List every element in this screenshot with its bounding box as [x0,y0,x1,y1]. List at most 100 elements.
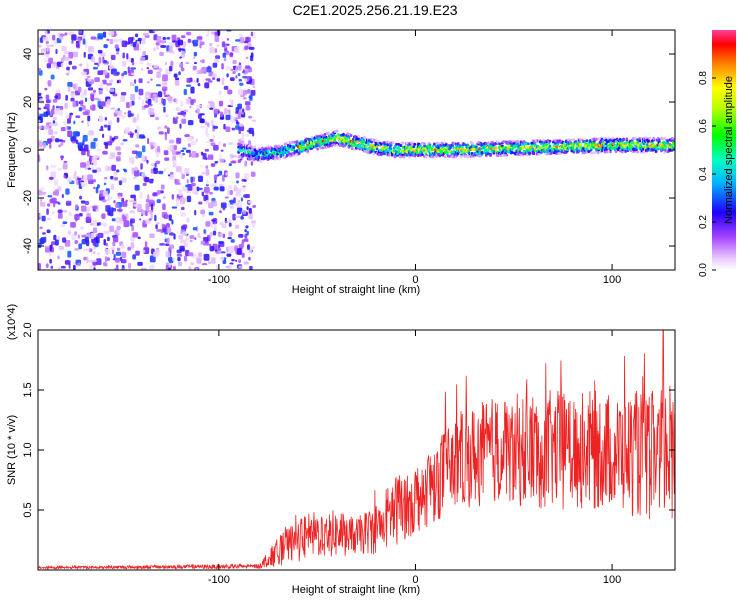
noise-cell [83,144,89,152]
noise-cell [54,189,60,196]
noise-cell [135,250,140,256]
noise-cell [121,214,125,219]
noise-cell [223,85,229,90]
signal-cell [597,137,601,141]
signal-cell [469,145,473,149]
signal-cell [519,140,523,144]
signal-cell [635,146,638,149]
noise-cell [98,56,102,64]
signal-cell [556,143,559,147]
signal-cell [608,143,611,147]
signal-cell [533,141,537,145]
noise-cell [91,162,94,165]
noise-cell [111,218,116,222]
noise-cell [229,199,234,205]
noise-cell [140,163,143,170]
noise-cell [123,220,130,228]
signal-cell [397,142,400,146]
noise-cell [112,236,119,243]
noise-cell [112,249,115,255]
noise-cell [179,62,184,68]
bottom-y-tick-label: 1.5 [22,382,34,397]
noise-cell [165,114,169,118]
noise-cell [246,77,250,81]
signal-cell [588,139,592,143]
y-multiplier-label: (x10^4) [6,304,18,340]
signal-cell [243,151,247,154]
noise-cell [115,146,121,151]
noise-cell [118,180,123,186]
noise-cell [141,172,146,177]
noise-cell [158,126,162,130]
noise-cell [237,64,242,71]
noise-cell [131,100,135,106]
noise-cell [209,245,215,252]
noise-cell [132,254,137,260]
noise-cell [52,98,58,103]
noise-cell [72,264,76,270]
noise-cell [195,192,199,195]
noise-cell [251,222,256,228]
signal-cell [351,137,355,141]
noise-cell [141,136,146,139]
noise-cell [219,158,225,163]
noise-cell [73,120,76,125]
noise-cell [223,57,227,62]
signal-cell [375,147,379,151]
noise-cell [178,189,183,197]
noise-cell [103,124,108,128]
noise-cell [150,78,153,81]
noise-cell [103,182,107,186]
noise-cell [78,212,83,217]
noise-cell [190,176,193,183]
signal-cell [406,141,409,145]
noise-cell [213,125,219,129]
noise-cell [205,199,209,205]
noise-cell [102,222,106,226]
noise-cell [195,267,198,270]
noise-cell [87,174,93,181]
noise-cell [180,35,186,39]
noise-cell [72,84,76,89]
signal-cell [478,149,482,153]
signal-cell [387,140,391,144]
noise-cell [226,253,232,257]
noise-cell [236,201,242,208]
noise-cell [104,248,111,255]
noise-cell [216,174,220,177]
top-x-tick-label: 100 [603,274,621,286]
signal-cell [487,141,490,145]
signal-cell [592,151,595,155]
noise-cell [167,267,171,270]
noise-cell [53,131,58,135]
noise-cell [217,141,222,146]
noise-cell [224,196,229,199]
noise-cell [155,84,161,87]
noise-cell [214,35,220,42]
noise-cell [197,187,203,191]
noise-cell [218,250,222,253]
noise-cell [182,232,188,236]
noise-cell [133,206,136,209]
noise-cell [250,55,254,62]
noise-cell [228,163,232,167]
noise-cell [178,235,184,240]
noise-cell [190,99,194,106]
noise-cell [185,235,189,242]
noise-cell [87,167,92,170]
noise-cell [209,107,214,110]
noise-cell [241,179,247,182]
noise-cell [137,236,141,239]
noise-cell [232,213,236,221]
signal-cell [562,141,566,145]
signal-cell [314,140,317,144]
noise-cell [180,67,185,72]
noise-cell [141,154,145,161]
noise-cell [158,67,163,72]
noise-cell [197,114,202,119]
noise-cell [55,239,59,246]
noise-cell [242,187,246,193]
signal-cell [359,146,363,150]
signal-cell [574,140,578,143]
noise-cell [127,66,130,74]
